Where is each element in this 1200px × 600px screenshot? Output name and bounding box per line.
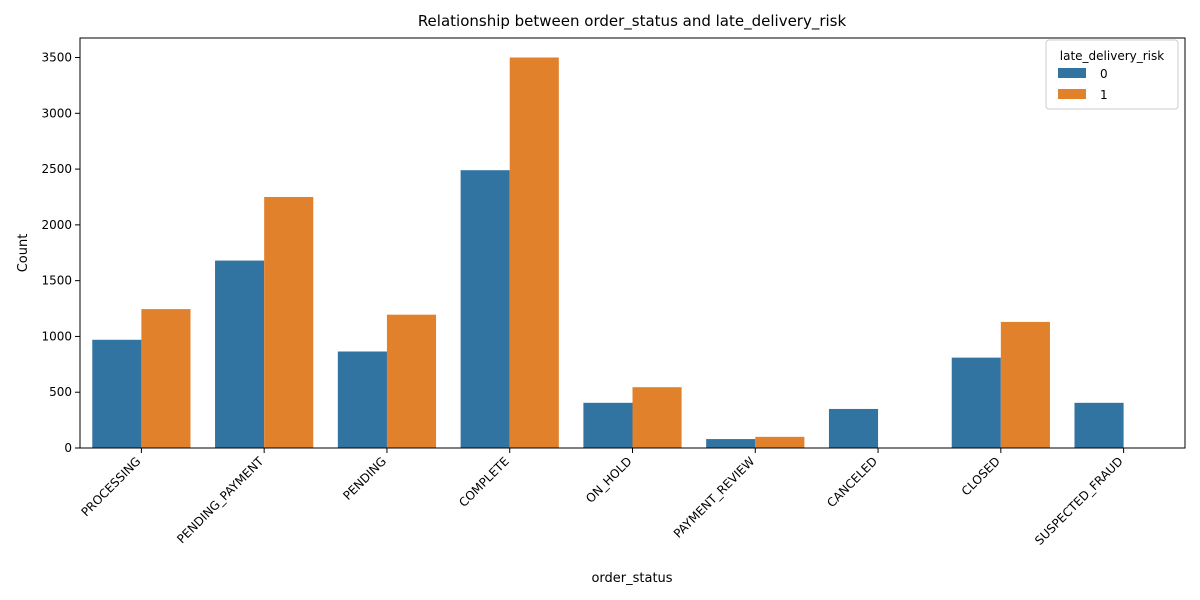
bar-payment-review-risk-0 [706, 439, 756, 448]
x-axis-label: order_status [591, 571, 672, 586]
x-tick-label: PENDING [340, 454, 389, 503]
y-tick-label: 1500 [41, 274, 72, 288]
bar-pending-payment-risk-0 [215, 260, 265, 448]
legend-label-1: 1 [1100, 88, 1108, 102]
bar-closed-risk-1 [1000, 321, 1050, 448]
bar-processing-risk-1 [141, 309, 191, 448]
bar-processing-risk-0 [92, 339, 142, 448]
legend-swatch-1 [1058, 89, 1086, 99]
x-tick-label: COMPLETE [456, 454, 512, 510]
bar-complete-risk-1 [509, 57, 559, 449]
y-tick-label: 0 [64, 441, 72, 455]
x-tick-label: ON_HOLD [583, 454, 634, 505]
bar-payment-review-risk-1 [755, 436, 805, 448]
y-tick-label: 2500 [41, 162, 72, 176]
x-axis: PROCESSING PENDING_PAYMENT PENDING COMPLETE… [78, 448, 1126, 548]
bar-complete-risk-0 [460, 170, 510, 448]
y-tick-label: 1000 [41, 329, 72, 343]
y-tick-label: 3000 [41, 106, 72, 120]
x-tick-label: CANCELED [824, 454, 880, 510]
bar-on-hold-risk-0 [583, 402, 633, 448]
y-axis: 0 500 1000 1500 2000 2500 3000 3500 [41, 51, 80, 455]
bar-pending-risk-1 [386, 314, 437, 448]
legend-swatch-0 [1058, 68, 1086, 78]
bar-closed-risk-0 [951, 357, 1001, 448]
bar-pending-payment-risk-1 [264, 196, 314, 448]
legend: late_delivery_risk 0 1 [1045, 39, 1179, 110]
x-tick-label: PAYMENT_REVIEW [671, 454, 758, 541]
chart-title: Relationship between order_status and la… [418, 12, 847, 31]
bar-suspected-fraud-risk-0 [1074, 402, 1124, 448]
plot-area [79, 37, 1186, 449]
bar-on-hold-risk-1 [632, 387, 682, 448]
y-tick-label: 3500 [41, 51, 72, 65]
y-axis-label: Count [16, 234, 31, 273]
x-tick-label: SUSPECTED_FRAUD [1032, 454, 1126, 548]
y-tick-label: 500 [49, 385, 72, 399]
x-tick-label: CLOSED [959, 454, 1003, 498]
legend-title: late_delivery_risk [1060, 49, 1164, 63]
y-tick-label: 2000 [41, 218, 72, 232]
bar-pending-risk-0 [337, 351, 387, 448]
legend-label-0: 0 [1100, 67, 1108, 81]
x-tick-label: PROCESSING [78, 454, 143, 519]
bar-canceled-risk-0 [828, 408, 879, 448]
x-tick-label: PENDING_PAYMENT [174, 454, 267, 547]
